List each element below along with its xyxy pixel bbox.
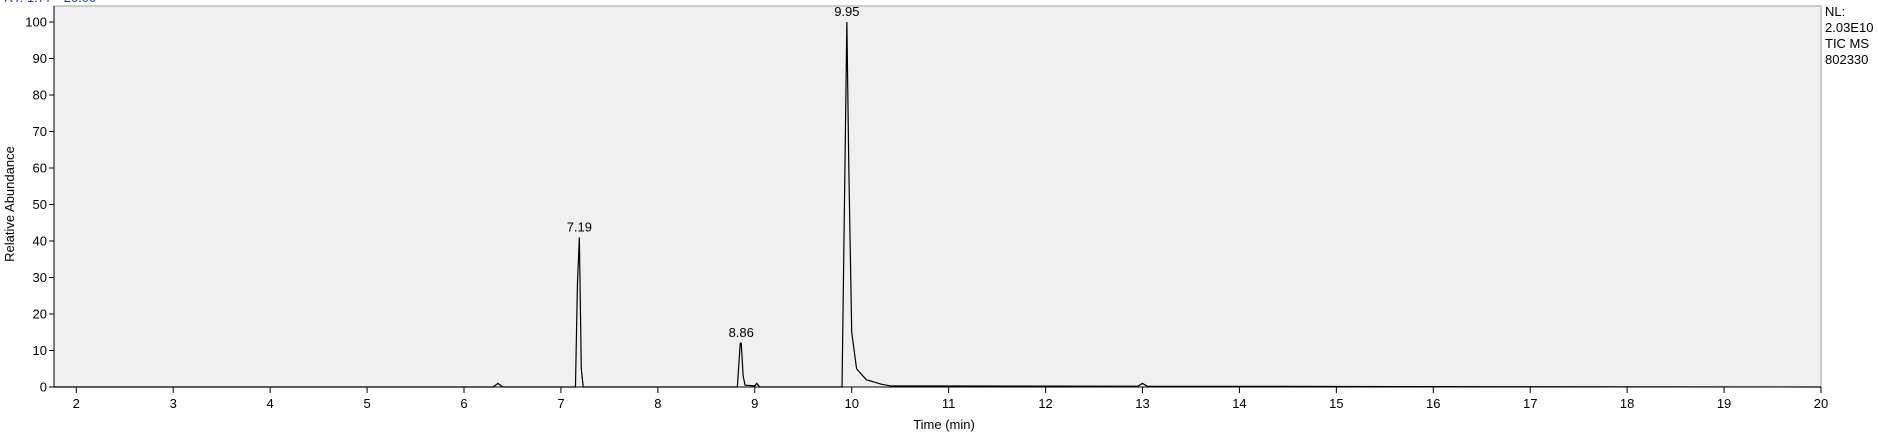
x-axis-label: Time (min) xyxy=(913,417,975,432)
y-tick-label: 30 xyxy=(33,270,47,285)
x-tick-label: 4 xyxy=(267,396,274,411)
x-tick-label: 13 xyxy=(1135,396,1149,411)
x-tick-label: 7 xyxy=(557,396,564,411)
plot-background xyxy=(53,5,1822,388)
x-tick-label: 14 xyxy=(1232,396,1246,411)
x-tick-label: 15 xyxy=(1329,396,1343,411)
y-tick-label: 20 xyxy=(33,307,47,322)
info-text: 802330 xyxy=(1825,52,1868,67)
y-tick-label: 60 xyxy=(33,161,47,176)
y-tick-label: 80 xyxy=(33,88,47,103)
x-tick-label: 12 xyxy=(1038,396,1052,411)
x-tick-label: 9 xyxy=(751,396,758,411)
y-tick-label: 90 xyxy=(33,51,47,66)
x-tick-label: 20 xyxy=(1814,396,1828,411)
peak-label: 7.19 xyxy=(567,219,592,234)
x-tick-label: 2 xyxy=(73,396,80,411)
y-tick-label: 10 xyxy=(33,343,47,358)
chromatogram-line xyxy=(54,21,1822,388)
peak-label: 8.86 xyxy=(729,325,754,340)
x-tick-label: 18 xyxy=(1620,396,1634,411)
info-text: NL: xyxy=(1825,4,1845,19)
y-tick-label: 50 xyxy=(33,197,47,212)
x-tick-label: 3 xyxy=(170,396,177,411)
x-tick-label: 16 xyxy=(1426,396,1440,411)
x-tick-label: 17 xyxy=(1523,396,1537,411)
info-text: 2.03E10 xyxy=(1825,20,1873,35)
y-tick-label: 70 xyxy=(33,124,47,139)
y-axis-label: Relative Abundance xyxy=(2,146,17,262)
info-text: TIC MS xyxy=(1825,36,1869,51)
y-tick-label: 100 xyxy=(25,15,47,30)
x-tick-label: 8 xyxy=(654,396,661,411)
y-tick-label: 40 xyxy=(33,234,47,249)
x-tick-label: 19 xyxy=(1717,396,1731,411)
y-tick-label: 0 xyxy=(40,380,47,395)
x-tick-label: 11 xyxy=(942,396,956,411)
x-tick-label: 6 xyxy=(460,396,467,411)
x-tick-label: 10 xyxy=(844,396,858,411)
peak-label: 9.95 xyxy=(834,4,859,19)
range-header: RT: 1.77 - 20.00 xyxy=(4,0,96,5)
x-tick-label: 5 xyxy=(363,396,370,411)
